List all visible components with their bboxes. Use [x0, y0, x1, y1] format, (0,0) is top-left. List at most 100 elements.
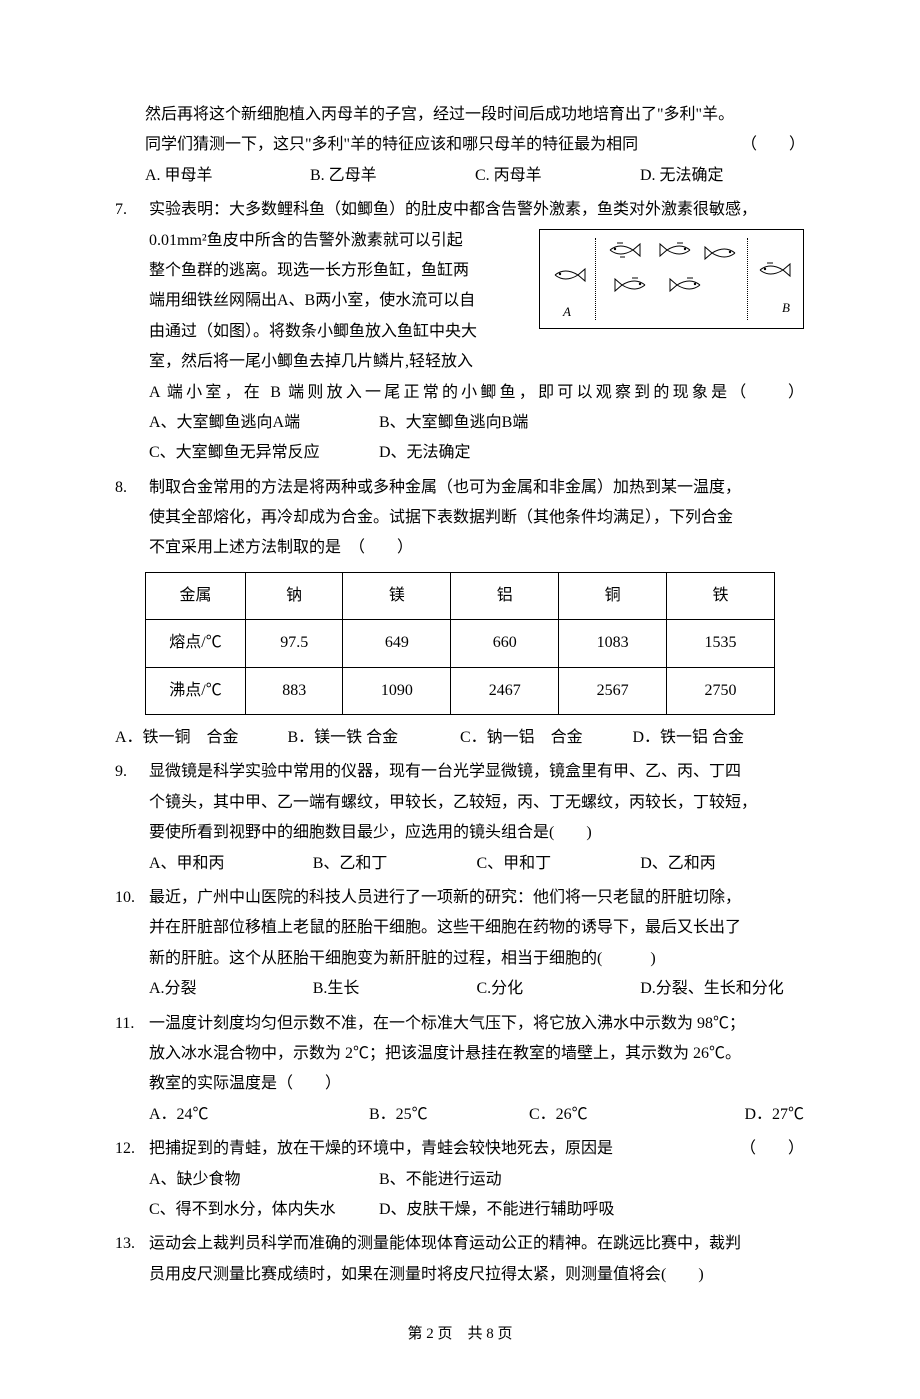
- question-12: 12. 把捕捉到的青蛙，放在干燥的环境中，青蛙会较快地死去，原因是 （ ） A、…: [115, 1134, 805, 1225]
- option-a: A、大室鲫鱼逃向A端: [149, 408, 379, 438]
- q6-line1: 然后再将这个新细胞植入丙母羊的子宫，经过一段时间后成功地培育出了"多利"羊。: [145, 100, 805, 130]
- table-header: 铜: [559, 572, 667, 619]
- table-cell: 1083: [559, 620, 667, 667]
- q11-options: A．24℃ B．25℃ C．26℃ D．27℃: [149, 1100, 804, 1130]
- table-header: 镁: [343, 572, 451, 619]
- q12-options-2: C、得不到水分，体内失水 D、皮肤干燥，不能进行辅助呼吸: [149, 1195, 804, 1225]
- q7-number: 7.: [115, 195, 145, 225]
- option-d: D．27℃: [689, 1100, 804, 1130]
- q11-line2: 放入冰水混合物中，示数为 2℃；把该温度计悬挂在教室的墙壁上，其示数为 26℃。: [149, 1039, 804, 1069]
- option-c: C．26℃: [529, 1100, 689, 1130]
- label-b: B: [782, 296, 790, 321]
- q12-line1: 把捕捉到的青蛙，放在干燥的环境中，青蛙会较快地死去，原因是: [149, 1134, 613, 1164]
- q12-options-1: A、缺少食物 B、不能进行运动: [149, 1165, 804, 1195]
- question-9: 9. 显微镜是科学实验中常用的仪器，现有一台光学显微镜，镜盒里有甲、乙、丙、丁四…: [115, 757, 805, 879]
- q10-number: 10.: [115, 883, 145, 913]
- q7-options-2: C、大室鲫鱼无异常反应 D、无法确定: [149, 438, 804, 468]
- question-11: 11. 一温度计刻度均匀但示数不准，在一个标准大气压下，将它放入沸水中示数为 9…: [115, 1009, 805, 1131]
- table-cell: 660: [451, 620, 559, 667]
- q7-options-1: A、大室鲫鱼逃向A端 B、大室鲫鱼逃向B端: [149, 408, 804, 438]
- table-cell: 2750: [667, 667, 775, 714]
- table-cell: 沸点/℃: [146, 667, 246, 714]
- label-a: A: [563, 300, 571, 325]
- table-header-row: 金属 钠 镁 铝 铜 铁: [146, 572, 775, 619]
- q8-line3: 不宜采用上述方法制取的是 （ ）: [149, 533, 804, 563]
- option-c: C．钠一铝 合金: [460, 723, 633, 753]
- q10-line2: 并在肝脏部位移植上老鼠的胚胎干细胞。这些干细胞在药物的诱导下，最后又长出了: [149, 913, 804, 943]
- option-d: D、皮肤干燥，不能进行辅助呼吸: [379, 1195, 804, 1225]
- question-10: 10. 最近，广州中山医院的科技人员进行了一项新的研究：他们将一只老鼠的肝脏切除…: [115, 883, 805, 1005]
- table-cell: 熔点/℃: [146, 620, 246, 667]
- table-cell: 1535: [667, 620, 775, 667]
- table-cell: 883: [246, 667, 343, 714]
- q10-options: A.分裂 B.生长 C.分化 D.分裂、生长和分化: [149, 974, 804, 1004]
- q9-number: 9.: [115, 757, 145, 787]
- fish-icon: [665, 275, 705, 295]
- q10-line1: 最近，广州中山医院的科技人员进行了一项新的研究：他们将一只老鼠的肝脏切除，: [149, 883, 804, 913]
- option-a: A．铁一铜 合金: [115, 723, 288, 753]
- q13-line1: 运动会上裁判员科学而准确的测量能体现体育运动公正的精神。在跳远比赛中，裁判: [149, 1229, 804, 1259]
- table-header: 钠: [246, 572, 343, 619]
- q6-options: A. 甲母羊 B. 乙母羊 C. 丙母羊 D. 无法确定: [145, 161, 805, 191]
- option-a: A、甲和丙: [149, 849, 313, 879]
- q7-line6: 室，然后将一尾小鲫鱼去掉几片鳞片,轻轻放入: [149, 347, 804, 377]
- q8-options: A．铁一铜 合金 B．镁一铁 合金 C．钠一铝 合金 D．铁一铝 合金: [115, 723, 805, 753]
- table-cell: 2467: [451, 667, 559, 714]
- option-b: B. 乙母羊: [310, 161, 475, 191]
- option-d: D. 无法确定: [640, 161, 805, 191]
- q7-line7: A 端小室，在 B 端则放入一尾正常的小鲫鱼，即可以观察到的现象是（ ）: [149, 378, 804, 408]
- option-d: D．铁一铝 合金: [633, 723, 806, 753]
- table-cell: 97.5: [246, 620, 343, 667]
- option-c: C、得不到水分，体内失水: [149, 1195, 379, 1225]
- option-d: D、无法确定: [379, 438, 804, 468]
- option-b: B、不能进行运动: [379, 1165, 804, 1195]
- q11-line3: 教室的实际温度是（ ）: [149, 1069, 804, 1099]
- option-b: B．镁一铁 合金: [288, 723, 461, 753]
- option-a: A.分裂: [149, 974, 313, 1004]
- option-b: B、乙和丁: [313, 849, 477, 879]
- option-b: B．25℃: [369, 1100, 529, 1130]
- fish-icon: [550, 265, 590, 285]
- option-b: B.生长: [313, 974, 477, 1004]
- q9-line1: 显微镜是科学实验中常用的仪器，现有一台光学显微镜，镜盒里有甲、乙、丙、丁四: [149, 757, 804, 787]
- page-footer: 第 2 页 共 8 页: [115, 1320, 805, 1349]
- table-header: 铁: [667, 572, 775, 619]
- q13-number: 13.: [115, 1229, 145, 1259]
- q8-number: 8.: [115, 473, 145, 503]
- table-cell: 2567: [559, 667, 667, 714]
- q8-line2: 使其全部熔化，再冷却成为合金。试据下表数据判断（其他条件均满足），下列合金: [149, 503, 804, 533]
- fish-icon: [700, 243, 740, 263]
- question-8: 8. 制取合金常用的方法是将两种或多种金属（也可为金属和非金属）加热到某一温度，…: [115, 473, 805, 754]
- q6-bracket: （ ）: [741, 130, 805, 160]
- divider-left: [595, 238, 596, 320]
- q12-number: 12.: [115, 1134, 145, 1164]
- option-b: B、大室鲫鱼逃向B端: [379, 408, 804, 438]
- metal-properties-table: 金属 钠 镁 铝 铜 铁 熔点/℃ 97.5 649 660 1083 1535…: [145, 572, 775, 715]
- q9-options: A、甲和丙 B、乙和丁 C、甲和丁 D、乙和丙: [149, 849, 804, 879]
- q6-line2: 同学们猜测一下，这只"多利"羊的特征应该和哪只母羊的特征最为相同: [145, 130, 638, 160]
- fish-tank-diagram: A B: [539, 229, 804, 329]
- fish-icon: [610, 275, 650, 295]
- table-row: 沸点/℃ 883 1090 2467 2567 2750: [146, 667, 775, 714]
- question-13: 13. 运动会上裁判员科学而准确的测量能体现体育运动公正的精神。在跳远比赛中，裁…: [115, 1229, 805, 1290]
- q9-line3: 要使所看到视野中的细胞数目最少，应选用的镜头组合是( ): [149, 818, 804, 848]
- divider-right: [747, 238, 748, 320]
- table-cell: 1090: [343, 667, 451, 714]
- option-a: A、缺少食物: [149, 1165, 379, 1195]
- question-7: 7. 实验表明：大多数鲤科鱼（如鲫鱼）的肚皮中都含告警外激素，鱼类对外激素很敏感…: [115, 195, 805, 469]
- fish-icon: [755, 260, 795, 280]
- option-a: A. 甲母羊: [145, 161, 310, 191]
- q13-line2: 员用皮尺测量比赛成绩时，如果在测量时将皮尺拉得太紧，则测量值将会( ): [149, 1260, 804, 1290]
- table-cell: 649: [343, 620, 451, 667]
- question-6-continuation: 然后再将这个新细胞植入丙母羊的子宫，经过一段时间后成功地培育出了"多利"羊。 同…: [115, 100, 805, 191]
- q11-line1: 一温度计刻度均匀但示数不准，在一个标准大气压下，将它放入沸水中示数为 98℃；: [149, 1009, 804, 1039]
- q7-line1: 实验表明：大多数鲤科鱼（如鲫鱼）的肚皮中都含告警外激素，鱼类对外激素很敏感，: [149, 195, 804, 225]
- table-header: 金属: [146, 572, 246, 619]
- option-a: A．24℃: [149, 1100, 369, 1130]
- fish-icon: [605, 240, 645, 260]
- fish-icon: [655, 240, 695, 260]
- q8-line1: 制取合金常用的方法是将两种或多种金属（也可为金属和非金属）加热到某一温度，: [149, 473, 804, 503]
- option-c: C.分化: [477, 974, 641, 1004]
- option-c: C、大室鲫鱼无异常反应: [149, 438, 379, 468]
- q12-bracket: （ ）: [740, 1134, 804, 1164]
